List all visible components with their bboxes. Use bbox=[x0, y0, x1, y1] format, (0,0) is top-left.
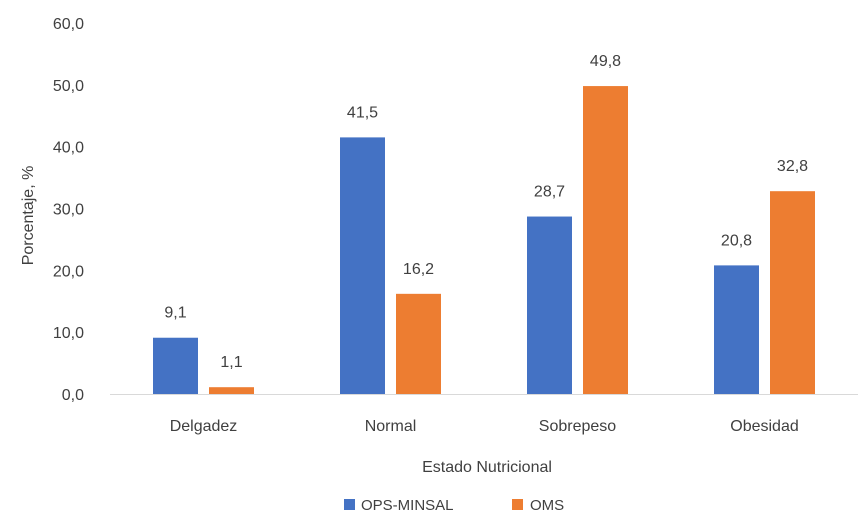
data-label: 28,7 bbox=[534, 184, 565, 201]
x-tick-label: Normal bbox=[365, 418, 417, 435]
x-tick-label: Sobrepeso bbox=[539, 418, 616, 435]
bar-oms-normal bbox=[396, 293, 441, 394]
bar-oms-obesidad bbox=[770, 191, 815, 394]
y-tick-label: 20,0 bbox=[53, 263, 84, 280]
x-tick-label: Obesidad bbox=[730, 418, 799, 435]
data-label: 16,2 bbox=[403, 261, 434, 278]
data-label: 32,8 bbox=[777, 158, 808, 175]
y-tick-label: 30,0 bbox=[53, 202, 84, 219]
bar-oms-delgadez bbox=[209, 387, 254, 394]
data-label: 9,1 bbox=[164, 305, 186, 322]
y-tick-label: 10,0 bbox=[53, 325, 84, 342]
bars bbox=[153, 86, 815, 394]
data-label: 1,1 bbox=[220, 354, 242, 371]
legend-swatch bbox=[344, 499, 355, 510]
legend: OPS-MINSAL OMS bbox=[344, 497, 564, 514]
y-axis-ticks: 0,0 10,0 20,0 30,0 40,0 50,0 60,0 bbox=[53, 16, 84, 404]
data-labels: 9,1 1,1 41,5 16,2 28,7 49,8 20,8 32,8 bbox=[164, 53, 808, 371]
y-tick-label: 60,0 bbox=[53, 16, 84, 33]
legend-label: OMS bbox=[530, 497, 564, 514]
bar-ops-minsal-delgadez bbox=[153, 337, 198, 394]
x-axis-categories: Delgadez Normal Sobrepeso Obesidad bbox=[170, 418, 799, 435]
bar-ops-minsal-obesidad bbox=[714, 265, 759, 394]
legend-label: OPS-MINSAL bbox=[361, 497, 454, 514]
data-label: 20,8 bbox=[721, 232, 752, 249]
y-tick-label: 50,0 bbox=[53, 78, 84, 95]
y-axis-title: Porcentaje, % bbox=[20, 166, 37, 266]
legend-swatch bbox=[512, 499, 523, 510]
y-tick-label: 40,0 bbox=[53, 140, 84, 157]
data-label: 49,8 bbox=[590, 53, 621, 70]
data-label: 41,5 bbox=[347, 104, 378, 121]
y-tick-label: 0,0 bbox=[62, 387, 84, 404]
x-tick-label: Delgadez bbox=[170, 418, 238, 435]
x-axis-title: Estado Nutricional bbox=[422, 459, 552, 476]
bar-ops-minsal-normal bbox=[340, 137, 385, 394]
bar-ops-minsal-sobrepeso bbox=[527, 216, 572, 394]
bar-oms-sobrepeso bbox=[583, 86, 628, 394]
